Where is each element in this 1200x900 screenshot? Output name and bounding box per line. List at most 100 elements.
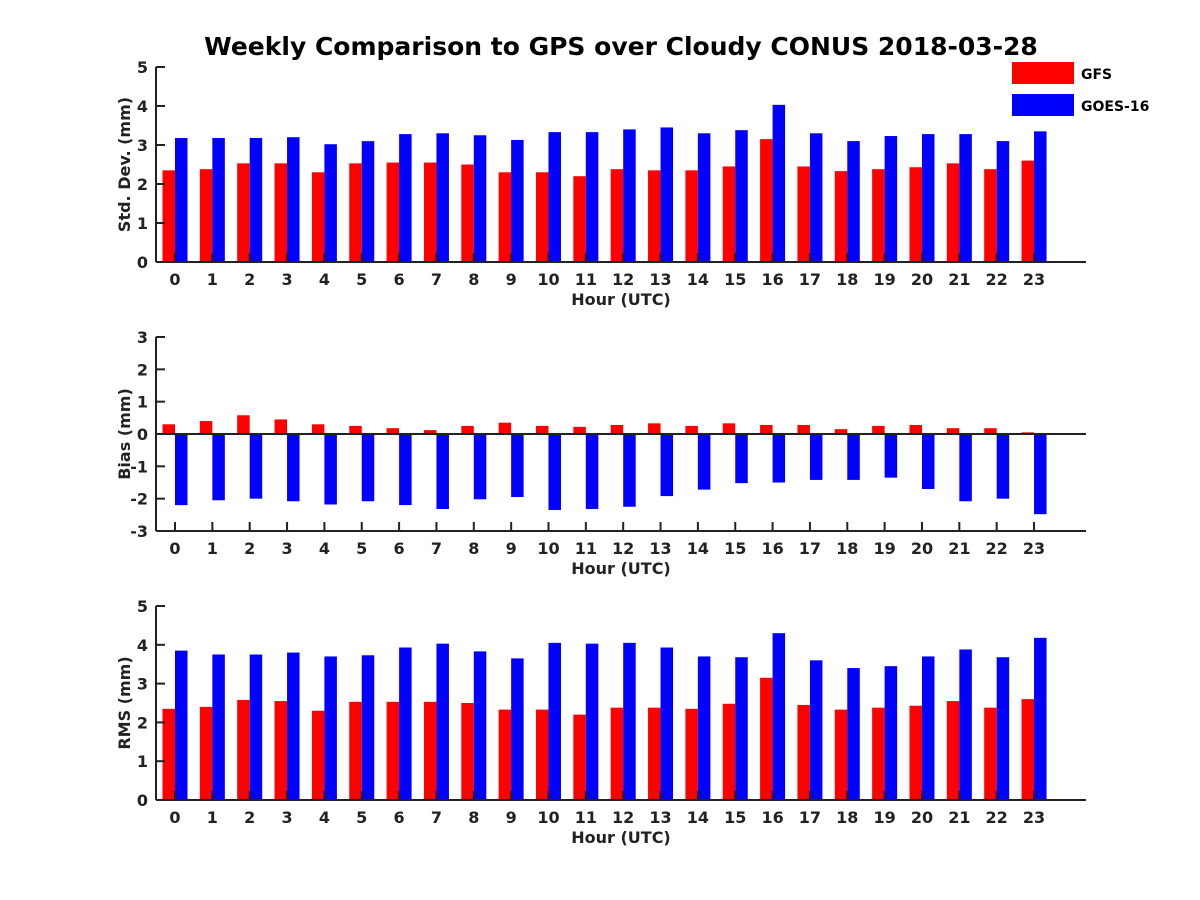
bar-gfs-5	[349, 163, 362, 262]
y-tick-label: -1	[130, 457, 148, 476]
x-tick-label: 1	[207, 539, 218, 558]
y-tick-label: 3	[137, 328, 148, 347]
x-axis-label: Hour (UTC)	[571, 828, 671, 847]
x-tick-label: 10	[537, 539, 559, 558]
x-tick-label: 19	[874, 539, 896, 558]
bar-gfs-13	[648, 423, 661, 434]
y-tick-label: 3	[137, 136, 148, 155]
x-tick-label: 22	[986, 270, 1008, 289]
bar-gfs-18	[834, 429, 848, 434]
bar-goes16-9	[511, 658, 524, 800]
bar-gfs-7	[423, 430, 437, 434]
bar-gfs-17	[797, 704, 810, 800]
x-tick-label: 17	[799, 808, 821, 827]
x-tick-label: 14	[687, 539, 709, 558]
x-tick-label: 21	[948, 808, 970, 827]
bar-goes16-11	[585, 434, 599, 510]
x-tick-label: 6	[394, 808, 405, 827]
bar-gfs-22	[984, 707, 997, 800]
y-axis-label: RMS (mm)	[115, 656, 134, 749]
bar-gfs-14	[685, 708, 698, 800]
bar-goes16-13	[660, 647, 674, 800]
x-tick-label: 15	[724, 808, 746, 827]
bar-goes16-0	[175, 137, 188, 262]
bar-gfs-5	[349, 425, 362, 434]
x-tick-label: 17	[799, 539, 821, 558]
bar-gfs-9	[498, 709, 512, 800]
bar-goes16-20	[921, 656, 935, 800]
x-tick-label: 18	[836, 270, 858, 289]
bar-goes16-5	[361, 434, 375, 502]
bar-goes16-6	[399, 434, 412, 506]
bar-goes16-19	[884, 136, 898, 262]
bar-goes16-4	[324, 656, 337, 800]
bar-goes16-2	[249, 137, 263, 262]
chart-title: Weekly Comparison to GPS over Cloudy CON…	[204, 32, 1038, 61]
x-tick-label: 10	[537, 808, 559, 827]
bar-gfs-7	[423, 162, 437, 262]
x-tick-label: 20	[911, 808, 933, 827]
bar-goes16-5	[361, 655, 375, 800]
bar-gfs-3	[274, 163, 288, 262]
bar-gfs-12	[610, 707, 624, 800]
x-tick-label: 13	[649, 808, 671, 827]
x-tick-label: 10	[537, 270, 559, 289]
bar-goes16-22	[996, 434, 1010, 499]
y-tick-label: 2	[137, 175, 148, 194]
bar-gfs-15	[722, 166, 736, 262]
bar-goes16-9	[511, 139, 524, 262]
x-tick-label: 6	[394, 539, 405, 558]
bar-gfs-12	[610, 424, 624, 434]
x-tick-label: 4	[319, 270, 330, 289]
bar-goes16-19	[884, 434, 898, 478]
x-tick-label: 19	[874, 270, 896, 289]
bar-goes16-16	[772, 104, 786, 262]
x-tick-label: 11	[575, 808, 597, 827]
bar-goes16-21	[959, 649, 972, 800]
bar-gfs-0	[162, 424, 175, 434]
x-tick-label: 2	[244, 539, 255, 558]
x-tick-label: 7	[431, 808, 442, 827]
bar-goes16-1	[212, 654, 225, 800]
bar-gfs-6	[386, 162, 400, 262]
bar-goes16-15	[735, 130, 748, 262]
x-tick-label: 12	[612, 539, 634, 558]
bar-goes16-16	[772, 434, 786, 483]
bar-goes16-19	[884, 666, 898, 800]
bar-goes16-17	[809, 434, 823, 480]
x-tick-label: 7	[431, 270, 442, 289]
bar-goes16-14	[697, 656, 711, 800]
x-tick-label: 3	[281, 808, 292, 827]
x-tick-label: 19	[874, 808, 896, 827]
x-tick-label: 0	[169, 539, 180, 558]
y-tick-label: -2	[130, 490, 148, 509]
y-tick-label: 2	[137, 360, 148, 379]
bar-goes16-8	[473, 651, 487, 800]
bar-gfs-6	[386, 428, 400, 434]
x-tick-label: 5	[356, 808, 367, 827]
bar-gfs-0	[162, 708, 175, 800]
x-tick-label: 15	[724, 270, 746, 289]
x-tick-label: 4	[319, 808, 330, 827]
x-tick-label: 22	[986, 539, 1008, 558]
bar-goes16-11	[585, 643, 599, 800]
bar-goes16-14	[697, 434, 711, 490]
bar-gfs-15	[722, 703, 736, 800]
y-tick-label: 5	[137, 58, 148, 77]
bar-gfs-18	[834, 171, 848, 262]
bar-gfs-1	[199, 169, 213, 262]
x-tick-label: 11	[575, 270, 597, 289]
bar-goes16-23	[1034, 637, 1047, 800]
bar-gfs-17	[797, 424, 810, 434]
bar-goes16-20	[921, 434, 935, 489]
x-tick-label: 1	[207, 270, 218, 289]
bar-gfs-1	[199, 706, 213, 800]
bar-gfs-21	[946, 428, 960, 434]
bar-goes16-8	[473, 434, 487, 500]
bar-gfs-15	[722, 423, 736, 434]
bar-gfs-11	[573, 176, 586, 262]
bar-gfs-8	[461, 703, 474, 800]
x-tick-label: 3	[281, 270, 292, 289]
